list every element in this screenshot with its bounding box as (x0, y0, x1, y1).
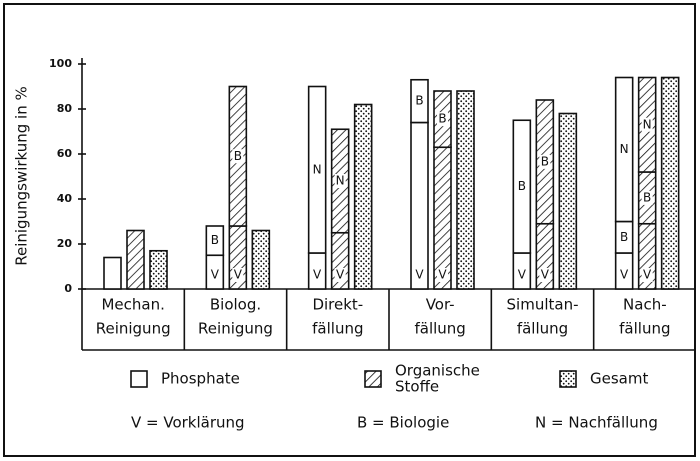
legend-swatch (364, 370, 382, 388)
x-tick-label: Simultan- (507, 296, 579, 314)
bar-segment (353, 103, 373, 290)
stage-bg (209, 233, 221, 248)
x-tick-label: fällung (517, 320, 568, 338)
bar-segment (103, 256, 122, 290)
stage-bg (437, 112, 448, 127)
stage-bg (539, 154, 551, 169)
stage-bg (641, 117, 653, 132)
stage-label: B (518, 179, 526, 193)
legend-label: Organische (395, 362, 480, 380)
legend-label: Phosphate (161, 370, 240, 388)
stage-bg (311, 162, 323, 177)
stage-bg (516, 179, 528, 194)
x-tick-label: fällung (619, 320, 670, 338)
stage-label: V (211, 268, 220, 282)
stage-label: V (541, 268, 550, 282)
stage-bg (414, 94, 425, 109)
note: V = Vorklärung (131, 414, 245, 432)
stage-label: V (313, 268, 322, 282)
stage-label: V (415, 268, 424, 282)
stage-bg (618, 268, 630, 282)
stage-label: V (620, 268, 629, 282)
stage-bg (311, 268, 323, 282)
x-tick-label: Nach- (623, 296, 667, 314)
legend-swatch (130, 370, 148, 388)
bar-segment (558, 112, 578, 290)
stage-label: V (518, 268, 527, 282)
x-tick-label: Mechan. (101, 296, 164, 314)
x-tick-label: Vor- (426, 296, 455, 314)
stage-bg (539, 268, 551, 282)
x-tick-label: Direkt- (312, 296, 363, 314)
stage-label: N (313, 162, 322, 176)
stage-bg (618, 230, 630, 245)
stage-bg (334, 174, 346, 188)
bar-segment (660, 76, 680, 290)
stage-label: B (620, 230, 628, 244)
x-tick-label: fällung (414, 320, 465, 338)
legend-label: Stoffe (395, 378, 439, 396)
stage-label: N (643, 117, 652, 131)
stage-bg (334, 268, 346, 282)
note: N = Nachfällung (535, 414, 658, 432)
stage-bg (414, 268, 425, 282)
stage-bg (641, 190, 653, 205)
stage-label: B (415, 94, 423, 108)
bar-segment (456, 90, 475, 290)
stage-label: V (234, 268, 243, 282)
y-tick-label: 60 (57, 147, 73, 160)
stage-bg (437, 268, 448, 282)
stage-label: V (438, 268, 447, 282)
stage-label: B (438, 112, 446, 126)
stage-bg (641, 268, 653, 282)
legend-label: Gesamt (590, 370, 648, 388)
bar-segment (251, 229, 271, 290)
y-label: Reinigungswirkung in % (13, 86, 31, 266)
stage-bg (232, 268, 244, 282)
stage-label: V (643, 268, 652, 282)
stage-bg (209, 268, 221, 282)
stage-label: N (620, 142, 629, 156)
frame (3, 3, 696, 457)
legend-swatch (559, 370, 577, 388)
x-tick-label: Reinigung (198, 320, 273, 338)
stage-label: N (336, 174, 345, 188)
y-tick-label: 100 (49, 57, 72, 70)
stage-label: B (643, 190, 651, 204)
stage-label: B (211, 233, 219, 247)
stage-bg (232, 149, 244, 164)
stage-bg (516, 268, 528, 282)
x-tick-label: Biolog. (210, 296, 261, 314)
bar-segment (126, 229, 145, 290)
y-tick-label: 20 (57, 237, 73, 250)
stage-label: B (541, 154, 549, 168)
stage-label: B (234, 149, 242, 163)
y-tick-label: 40 (57, 192, 73, 205)
stage-bg (618, 142, 630, 157)
note: B = Biologie (357, 414, 449, 432)
stage-label: V (336, 268, 345, 282)
x-tick-label: Reinigung (96, 320, 171, 338)
bar-segment (149, 249, 168, 290)
y-tick-label: 0 (64, 282, 72, 295)
x-tick-label: fällung (312, 320, 363, 338)
bar-segment (410, 121, 429, 290)
y-tick-label: 80 (57, 102, 73, 115)
